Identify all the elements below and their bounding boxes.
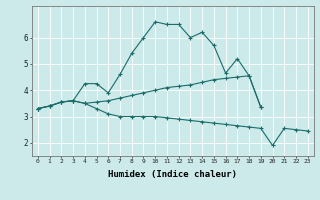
X-axis label: Humidex (Indice chaleur): Humidex (Indice chaleur) xyxy=(108,170,237,179)
